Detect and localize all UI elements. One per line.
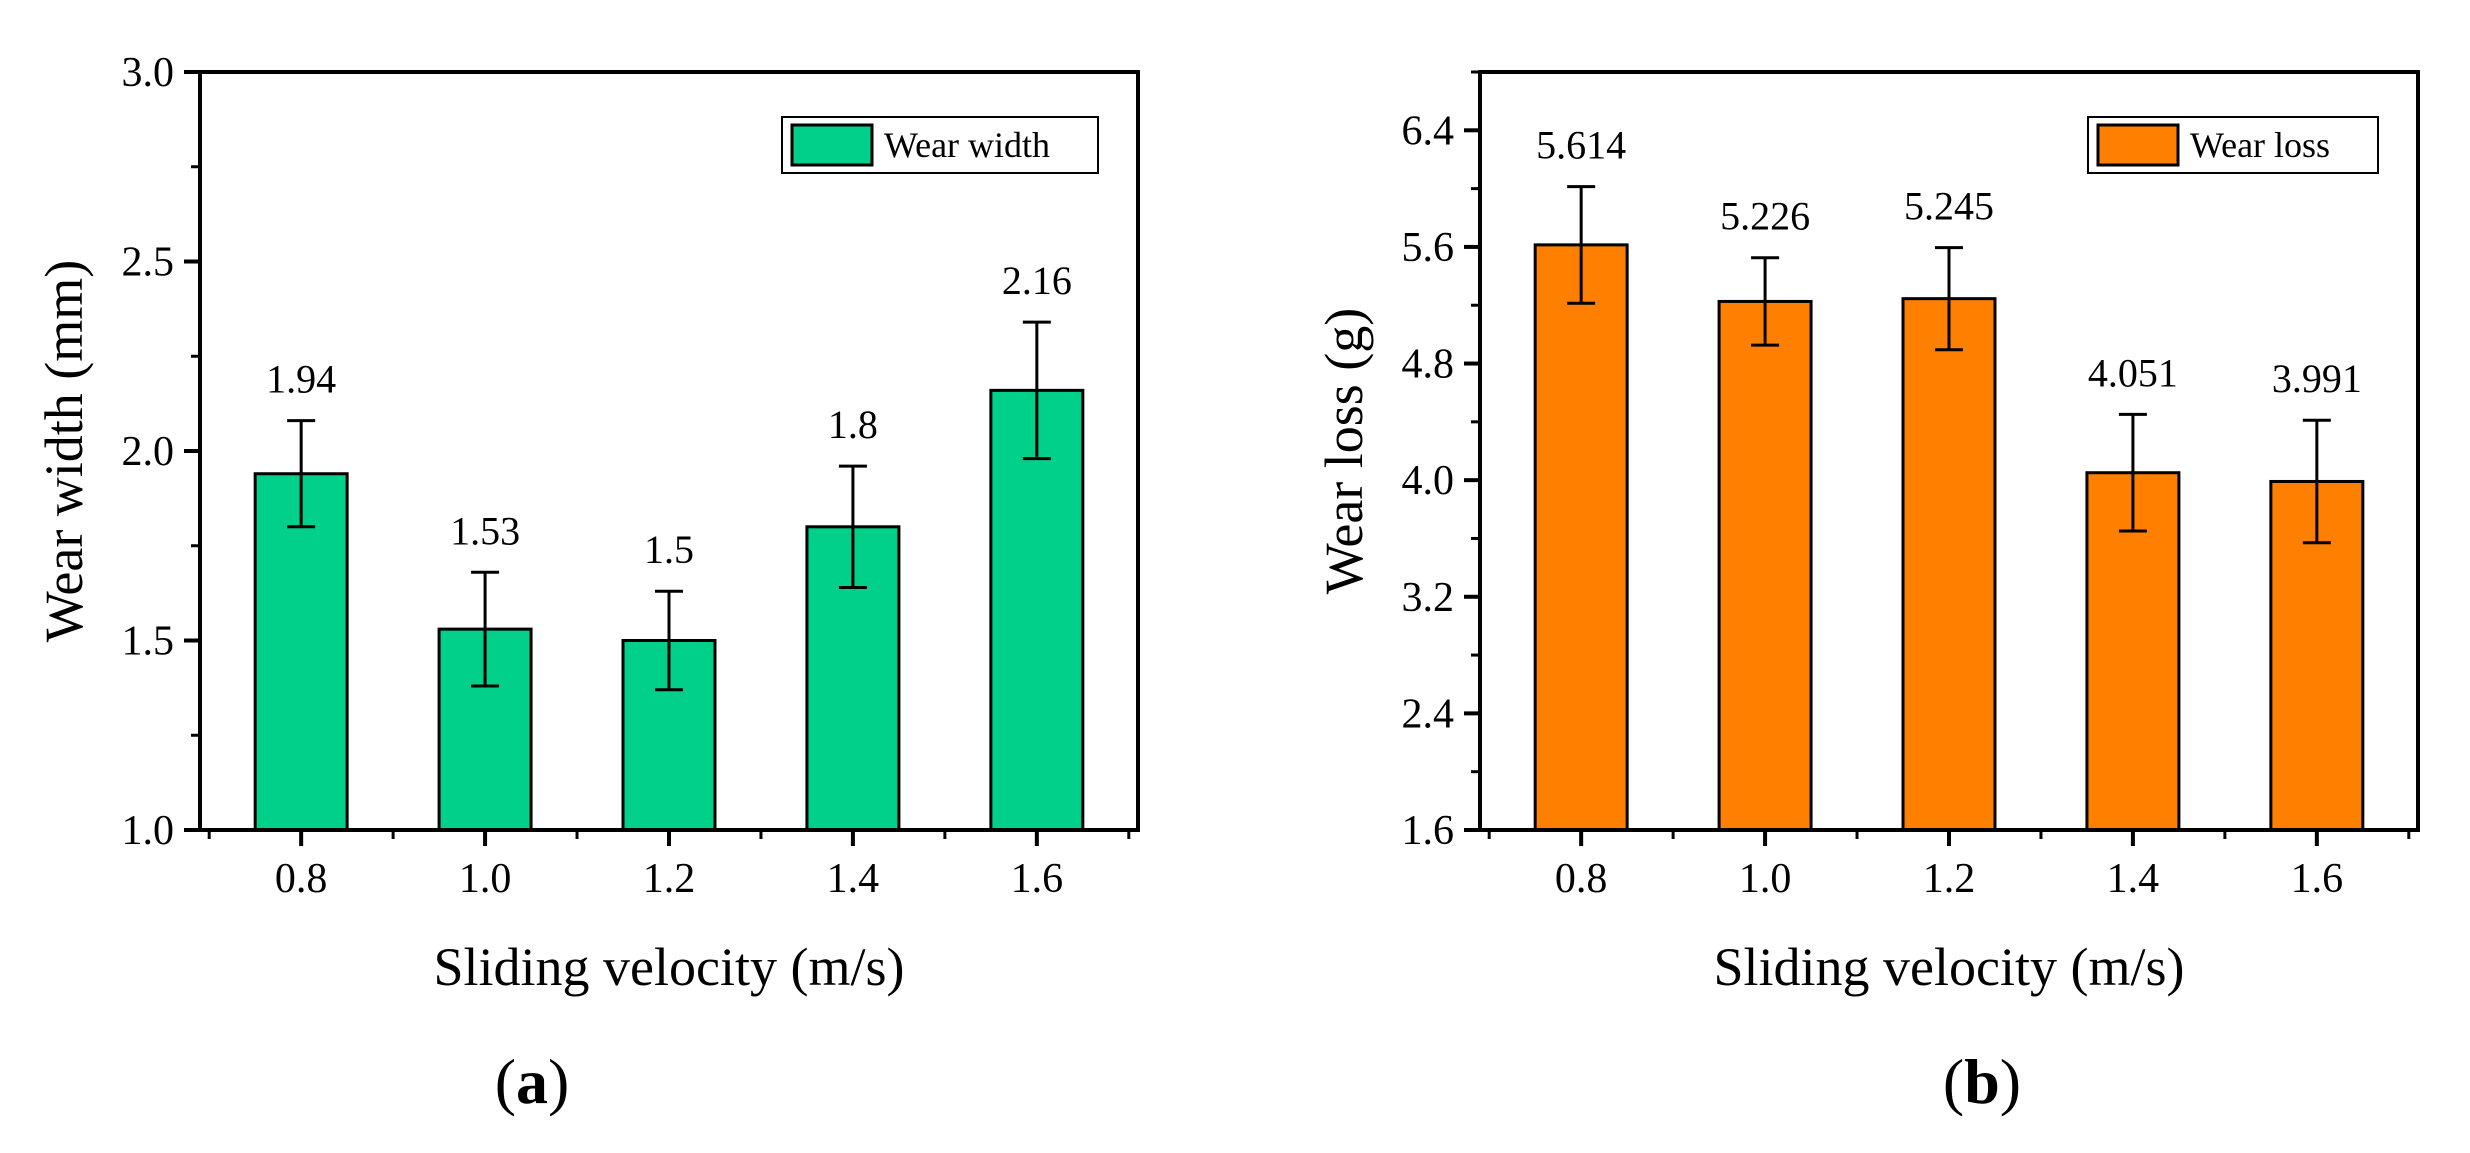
y-tick-label: 4.0 (1402, 458, 1455, 504)
y-tick-label: 3.2 (1402, 575, 1455, 621)
legend-swatch (790, 123, 874, 167)
panel-label-close: ) (548, 1046, 569, 1117)
x-tick-label: 0.8 (1555, 856, 1608, 902)
data-label: 1.94 (266, 357, 336, 402)
panel-label-letter: a (516, 1046, 548, 1117)
legend-label: Wear loss (2190, 125, 2330, 165)
x-tick-label: 1.2 (643, 856, 696, 902)
x-tick-label: 1.6 (1011, 856, 1064, 902)
panel-label-close: ) (2000, 1046, 2021, 1117)
data-label: 2.16 (1002, 258, 1072, 303)
x-tick-label: 1.6 (2291, 856, 2344, 902)
bar (805, 525, 901, 832)
y-tick-label: 3.0 (122, 50, 175, 96)
legend-label: Wear width (884, 125, 1050, 165)
data-label: 1.5 (644, 527, 694, 572)
x-tick-label: 1.0 (459, 856, 512, 902)
x-tick-label: 0.8 (275, 856, 328, 902)
bar (1717, 299, 1813, 832)
data-label: 1.8 (828, 402, 878, 447)
x-axis-title: Sliding velocity (m/s) (434, 937, 905, 997)
x-tick-label: 1.4 (2107, 856, 2160, 902)
y-tick-label: 1.0 (122, 808, 175, 854)
panel-label-letter: b (1964, 1046, 2000, 1117)
x-tick-label: 1.4 (827, 856, 880, 902)
y-tick-label: 5.6 (1402, 225, 1455, 271)
panel-label: (a) (495, 1046, 570, 1117)
x-axis-title: Sliding velocity (m/s) (1714, 937, 2185, 997)
panel-label-open: ( (495, 1046, 516, 1117)
data-label: 5.226 (1720, 194, 1810, 239)
data-label: 5.614 (1536, 123, 1626, 168)
y-tick-label: 2.0 (122, 429, 175, 475)
bar (1901, 297, 1997, 832)
legend-swatch (2096, 123, 2180, 167)
data-label: 3.991 (2272, 356, 2362, 401)
y-tick-label: 1.5 (122, 619, 175, 665)
x-tick-label: 1.2 (1923, 856, 1976, 902)
y-tick-label: 2.4 (1402, 691, 1455, 737)
x-tick-label: 1.0 (1739, 856, 1792, 902)
data-label: 4.051 (2088, 350, 2178, 395)
chart-panel-a: 1.94 1.53 1.5 1.8 2.16 1.0 1.5 2.0 2.5 3.0 0.8 1.0 1… (34, 50, 1140, 1117)
data-label: 5.245 (1904, 184, 1994, 229)
data-label: 1.53 (450, 508, 520, 553)
y-tick-label: 1.6 (1402, 808, 1455, 854)
panel-label: (b) (1943, 1046, 2021, 1117)
chart-panel-b: 5.614 5.226 5.245 4.051 3.991 1.6 2.4 3.2 4.0 4.8… (1314, 70, 2420, 1117)
bar (253, 472, 349, 832)
y-tick-label: 2.5 (122, 240, 175, 286)
y-tick-label: 4.8 (1402, 342, 1455, 388)
y-axis-title: Wear width (mm) (34, 260, 94, 643)
y-axis-title: Wear loss (g) (1314, 308, 1374, 595)
panel-label-open: ( (1943, 1046, 1964, 1117)
y-tick-label: 6.4 (1402, 108, 1455, 154)
bar (1533, 243, 1629, 832)
